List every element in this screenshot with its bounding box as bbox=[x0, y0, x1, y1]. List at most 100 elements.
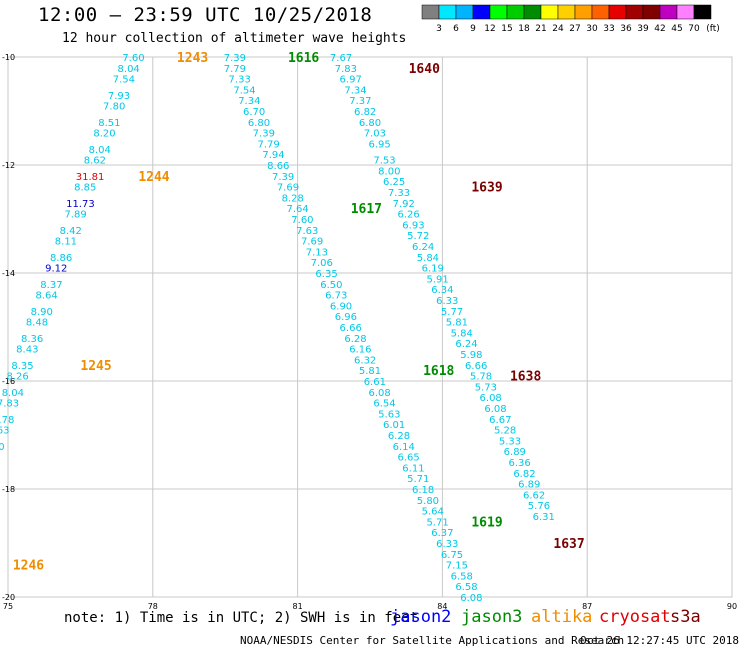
legend-sat-altika: altika bbox=[531, 607, 593, 627]
legend-sat-s3a: s3a bbox=[670, 607, 701, 627]
data-label-jason3: 6.66 bbox=[340, 323, 362, 334]
legend-tick: 12 bbox=[484, 24, 495, 34]
data-label-s3a: 6.19 bbox=[422, 264, 444, 275]
legend-tick: 70 bbox=[688, 24, 700, 34]
data-label-jason3: 6.58 bbox=[455, 582, 477, 593]
data-label-jason3: 6.75 bbox=[441, 550, 463, 561]
data-label-s3a: 6.31 bbox=[533, 512, 555, 523]
footer-credit: NOAA/NESDIS Center for Satellite Applica… bbox=[240, 634, 625, 647]
time-label-jason3: 1619 bbox=[471, 515, 502, 530]
data-label-altika: 7.80 bbox=[103, 102, 125, 113]
legend-swatch bbox=[489, 4, 508, 20]
footer-note: note: 1) Time is in UTC; 2) SWH is in fe… bbox=[64, 610, 419, 626]
data-label-jason3: 7.13 bbox=[306, 247, 328, 258]
legend-tick: 45 bbox=[671, 24, 682, 34]
data-label-s3a: 5.91 bbox=[426, 274, 448, 285]
data-label-s3a: 7.34 bbox=[344, 85, 366, 96]
legend-tick: 36 bbox=[620, 24, 632, 34]
data-label-jason3: 7.69 bbox=[277, 183, 299, 194]
legend-tick: 33 bbox=[603, 24, 614, 34]
data-label-jason3: 6.28 bbox=[388, 431, 410, 442]
data-label-jason3: 5.81 bbox=[359, 366, 381, 377]
time-label-altika: 1245 bbox=[80, 359, 111, 374]
legend-swatch bbox=[438, 4, 457, 20]
data-label-s3a: 6.24 bbox=[412, 242, 434, 253]
data-label-jason3: 6.35 bbox=[315, 269, 337, 280]
data-label-altika: 8.20 bbox=[93, 129, 115, 140]
data-label-jason3: 7.79 bbox=[258, 139, 280, 150]
data-label-altika: 8.35 bbox=[11, 361, 33, 372]
legend-tick: 6 bbox=[453, 24, 459, 34]
data-label-altika: 7.93 bbox=[108, 91, 130, 102]
time-label-s3a: 1638 bbox=[510, 370, 541, 385]
data-label-s3a: 8.00 bbox=[378, 166, 400, 177]
data-label-s3a: 5.72 bbox=[407, 231, 429, 242]
time-label-s3a: 1637 bbox=[553, 537, 584, 552]
legend-tick: 39 bbox=[637, 24, 649, 34]
data-label-altika: 11.73 bbox=[66, 199, 95, 210]
data-label-altika: 8.43 bbox=[16, 345, 38, 356]
legend-tick: 15 bbox=[501, 24, 512, 34]
data-label-jason3: 7.63 bbox=[296, 226, 318, 237]
data-label-s3a: 5.28 bbox=[494, 426, 516, 437]
data-label-jason3: 6.33 bbox=[436, 539, 458, 550]
data-label-s3a: 5.81 bbox=[446, 318, 468, 329]
legend-swatch bbox=[557, 4, 576, 20]
data-label-altika: 8.90 bbox=[31, 307, 53, 318]
data-label-s3a: 7.83 bbox=[335, 64, 357, 75]
page-title: 12:00 – 23:59 UTC 10/25/2018 bbox=[38, 4, 373, 26]
data-label-s3a: 6.67 bbox=[489, 415, 511, 426]
data-label-jason3: 8.28 bbox=[282, 193, 304, 204]
data-label-jason3: 6.90 bbox=[330, 301, 352, 312]
y-tick-label: -18 bbox=[2, 485, 15, 494]
data-label-s3a: 6.82 bbox=[513, 469, 535, 480]
time-label-altika: 1244 bbox=[138, 170, 169, 185]
data-label-jason3: 7.39 bbox=[253, 129, 275, 140]
data-label-s3a: 7.67 bbox=[330, 53, 352, 64]
data-label-jason3: 6.28 bbox=[344, 334, 366, 345]
time-label-s3a: 1640 bbox=[409, 62, 440, 77]
legend-tick: 18 bbox=[518, 24, 530, 34]
data-label-jason3: 5.71 bbox=[426, 517, 448, 528]
data-label-s3a: 6.26 bbox=[397, 210, 419, 221]
data-label-s3a: 5.84 bbox=[417, 253, 439, 264]
legend-tick: 42 bbox=[654, 24, 665, 34]
data-label-jason3: 7.79 bbox=[224, 64, 246, 75]
data-label-s3a: 6.24 bbox=[455, 339, 477, 350]
data-label-jason3: 7.64 bbox=[286, 204, 308, 215]
data-label-altika: 8.37 bbox=[40, 280, 62, 291]
data-label-jason3: 6.16 bbox=[349, 345, 371, 356]
data-label-altika: 8.62 bbox=[84, 156, 106, 167]
data-label-altika: 31.81 bbox=[76, 172, 105, 183]
data-label-jason3: 7.69 bbox=[301, 237, 323, 248]
data-label-altika: 8.48 bbox=[26, 318, 48, 329]
data-label-jason3: 5.71 bbox=[407, 474, 429, 485]
data-label-altika: 8.51 bbox=[98, 118, 120, 129]
data-label-jason3: 6.61 bbox=[364, 377, 386, 388]
data-label-s3a: 6.97 bbox=[340, 75, 362, 86]
data-label-altika: 8.86 bbox=[50, 253, 72, 264]
data-label-altika: 7.63 bbox=[0, 426, 9, 437]
data-label-jason3: 7.39 bbox=[224, 53, 246, 64]
data-label-altika: 8.04 bbox=[2, 388, 24, 399]
data-label-altika: 7.54 bbox=[113, 75, 135, 86]
time-label-jason3: 1616 bbox=[288, 51, 319, 66]
data-label-jason3: 6.54 bbox=[373, 399, 395, 410]
data-label-altika: 6.80 bbox=[0, 442, 5, 453]
data-label-jason3: 6.70 bbox=[243, 107, 265, 118]
data-label-jason3: 7.54 bbox=[233, 85, 255, 96]
x-tick-label: 78 bbox=[148, 602, 158, 611]
data-label-s3a: 6.36 bbox=[508, 458, 530, 469]
legend-swatch bbox=[540, 4, 559, 20]
data-label-s3a: 6.82 bbox=[354, 107, 376, 118]
legend-swatch bbox=[676, 4, 695, 20]
y-tick-label: -12 bbox=[2, 161, 15, 170]
time-label-altika: 1243 bbox=[177, 51, 208, 66]
data-label-altika: 7.78 bbox=[0, 415, 14, 426]
data-label-altika: 8.04 bbox=[118, 64, 140, 75]
data-label-s3a: 6.89 bbox=[518, 480, 540, 491]
legend-tick: 30 bbox=[586, 24, 598, 34]
legend-tick: 24 bbox=[552, 24, 564, 34]
data-label-s3a: 6.95 bbox=[369, 139, 391, 150]
